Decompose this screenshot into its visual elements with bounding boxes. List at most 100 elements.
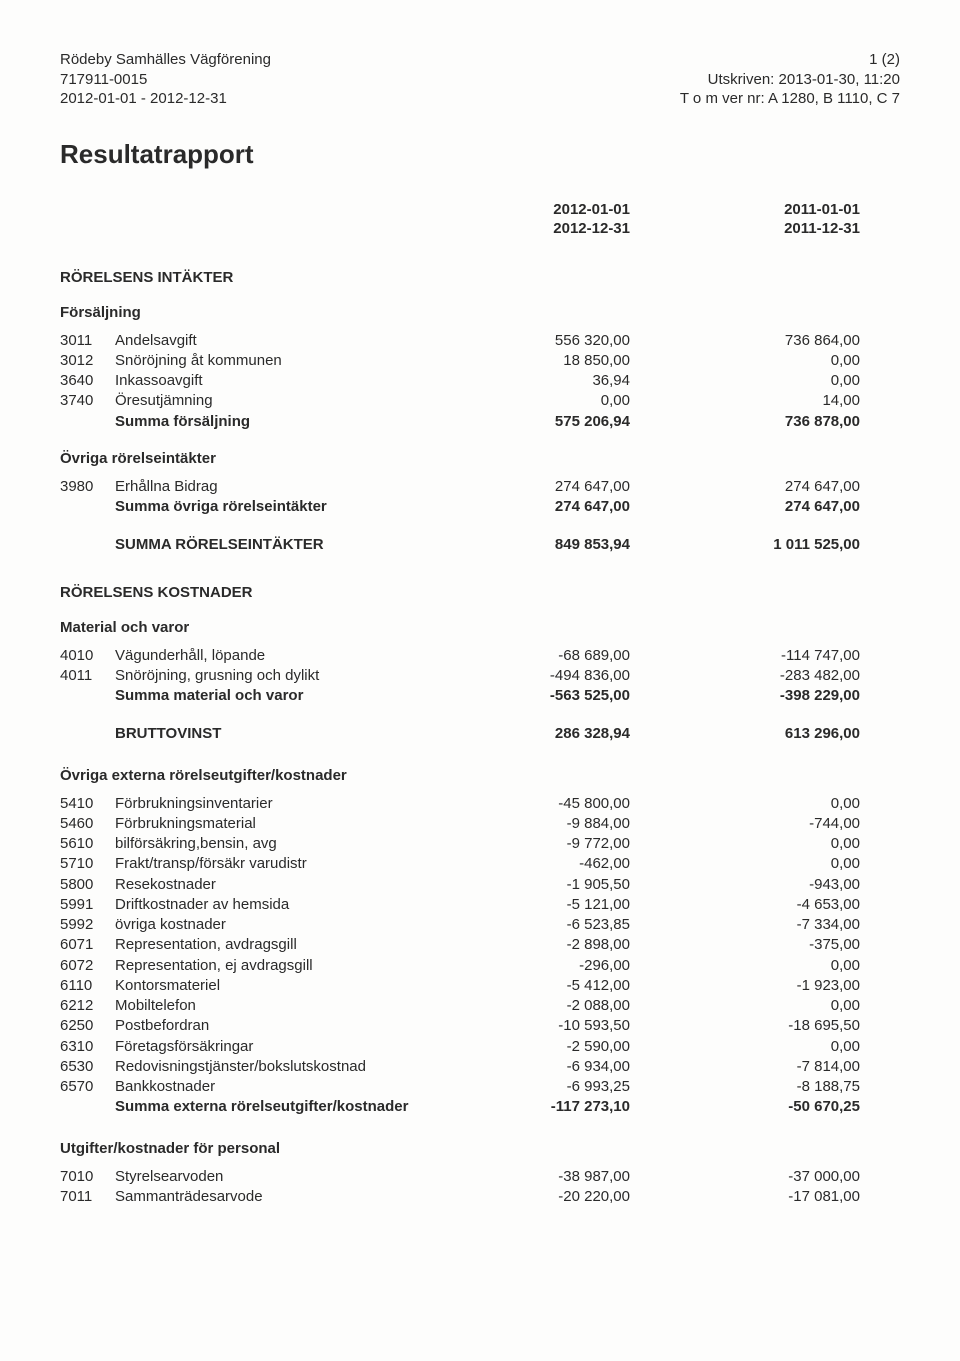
previous-value: -744,00 (670, 814, 900, 834)
period-columns-header: 2012-01-01 2012-12-31 2011-01-01 2011-12… (60, 200, 900, 239)
account-label: Andelsavgift (115, 331, 440, 351)
previous-value: -8 188,75 (670, 1077, 900, 1097)
header-left: Rödeby Samhälles Vägförening 717911-0015… (60, 50, 271, 109)
previous-value: -943,00 (670, 875, 900, 895)
account-label: Snöröjning, grusning och dylikt (115, 666, 440, 686)
account-label: Redovisningstjänster/bokslutskostnad (115, 1057, 440, 1077)
account-label: Driftkostnader av hemsida (115, 895, 440, 915)
account-code: 4011 (60, 666, 115, 686)
ovriga-ext-row: 6250Postbefordran-10 593,50-18 695,50 (60, 1016, 900, 1036)
ovriga-ext-row: 5410Förbrukningsinventarier-45 800,000,0… (60, 794, 900, 814)
ovriga-ext-row: 5800Resekostnader-1 905,50-943,00 (60, 875, 900, 895)
sum-rorelseintakter: SUMMA RÖRELSEINTÄKTER 849 853,94 1 011 5… (60, 535, 900, 555)
account-label: Representation, ej avdragsgill (115, 956, 440, 976)
sub-forsaljning: Försäljning (60, 304, 900, 321)
period-range: 2012-01-01 - 2012-12-31 (60, 89, 271, 109)
account-label: Resekostnader (115, 875, 440, 895)
previous-value: 0,00 (670, 794, 900, 814)
ovriga-ext-row: 5991Driftkostnader av hemsida-5 121,00-4… (60, 895, 900, 915)
forsaljning-row: 3640Inkassoavgift36,940,00 (60, 371, 900, 391)
ovriga-ext-row: 6212Mobiltelefon-2 088,000,00 (60, 996, 900, 1016)
account-label: Postbefordran (115, 1016, 440, 1036)
sum-material: Summa material och varor -563 525,00 -39… (60, 686, 900, 706)
current-period-header: 2012-01-01 2012-12-31 (440, 200, 670, 239)
account-label: Mobiltelefon (115, 996, 440, 1016)
printed-date: Utskriven: 2013-01-30, 11:20 (680, 70, 900, 90)
account-label: Frakt/transp/försäkr varudistr (115, 854, 440, 874)
account-label: Vägunderhåll, löpande (115, 646, 440, 666)
org-name: Rödeby Samhälles Vägförening (60, 50, 271, 70)
account-code: 3740 (60, 391, 115, 411)
account-code: 3011 (60, 331, 115, 351)
previous-value: -1 923,00 (670, 976, 900, 996)
material-row: 4010Vägunderhåll, löpande-68 689,00-114 … (60, 646, 900, 666)
account-label: Bankkostnader (115, 1077, 440, 1097)
previous-value: -37 000,00 (670, 1167, 900, 1187)
sub-material: Material och varor (60, 619, 900, 636)
ovriga-ext-row: 6310Företagsförsäkringar-2 590,000,00 (60, 1037, 900, 1057)
previous-value: 274 647,00 (670, 477, 900, 497)
section-intakter: RÖRELSENS INTÄKTER (60, 269, 900, 286)
account-label: Företagsförsäkringar (115, 1037, 440, 1057)
account-code: 3980 (60, 477, 115, 497)
account-code: 6570 (60, 1077, 115, 1097)
account-label: övriga kostnader (115, 915, 440, 935)
account-code: 6310 (60, 1037, 115, 1057)
previous-value: 14,00 (670, 391, 900, 411)
account-code: 5610 (60, 834, 115, 854)
previous-value: -4 653,00 (670, 895, 900, 915)
account-code: 5991 (60, 895, 115, 915)
account-label: Styrelsearvoden (115, 1167, 440, 1187)
current-value: -10 593,50 (440, 1016, 670, 1036)
account-code: 5800 (60, 875, 115, 895)
org-number: 717911-0015 (60, 70, 271, 90)
account-code: 6212 (60, 996, 115, 1016)
current-value: 0,00 (440, 391, 670, 411)
account-label: Kontorsmateriel (115, 976, 440, 996)
account-code: 7010 (60, 1167, 115, 1187)
bruttovinst: BRUTTOVINST 286 328,94 613 296,00 (60, 724, 900, 744)
current-value: -9 772,00 (440, 834, 670, 854)
account-code: 4010 (60, 646, 115, 666)
account-label: Erhållna Bidrag (115, 477, 440, 497)
account-code: 6250 (60, 1016, 115, 1036)
personal-row: 7011Sammanträdesarvode-20 220,00-17 081,… (60, 1187, 900, 1207)
ovriga-ext-row: 5710Frakt/transp/försäkr varudistr-462,0… (60, 854, 900, 874)
current-value: 556 320,00 (440, 331, 670, 351)
current-value: -6 523,85 (440, 915, 670, 935)
account-code: 6530 (60, 1057, 115, 1077)
account-code: 5992 (60, 915, 115, 935)
current-value: -2 590,00 (440, 1037, 670, 1057)
sum-forsaljning: Summa försäljning 575 206,94 736 878,00 (60, 412, 900, 432)
ovriga-ext-row: 6110Kontorsmateriel-5 412,00-1 923,00 (60, 976, 900, 996)
account-label: Representation, avdragsgill (115, 935, 440, 955)
sum-ovriga-ext: Summa externa rörelseutgifter/kostnader … (60, 1097, 900, 1117)
sum-ovriga-intakter: Summa övriga rörelseintäkter 274 647,00 … (60, 497, 900, 517)
document-header: Rödeby Samhälles Vägförening 717911-0015… (60, 50, 900, 109)
account-code: 3640 (60, 371, 115, 391)
account-code: 5460 (60, 814, 115, 834)
personal-row: 7010Styrelsearvoden-38 987,00-37 000,00 (60, 1167, 900, 1187)
current-value: -296,00 (440, 956, 670, 976)
current-value: -20 220,00 (440, 1187, 670, 1207)
current-value: -2 898,00 (440, 935, 670, 955)
ovriga-ext-row: 6530Redovisningstjänster/bokslutskostnad… (60, 1057, 900, 1077)
previous-value: -283 482,00 (670, 666, 900, 686)
account-label: bilförsäkring,bensin, avg (115, 834, 440, 854)
current-value: -5 121,00 (440, 895, 670, 915)
sub-personal: Utgifter/kostnader för personal (60, 1140, 900, 1157)
previous-value: 0,00 (670, 956, 900, 976)
ovriga-int-row: 3980Erhållna Bidrag274 647,00274 647,00 (60, 477, 900, 497)
ovriga-ext-row: 6570Bankkostnader-6 993,25-8 188,75 (60, 1077, 900, 1097)
account-code: 6072 (60, 956, 115, 976)
current-value: -6 934,00 (440, 1057, 670, 1077)
previous-value: 0,00 (670, 371, 900, 391)
material-row: 4011Snöröjning, grusning och dylikt-494 … (60, 666, 900, 686)
previous-value: 0,00 (670, 834, 900, 854)
current-value: -462,00 (440, 854, 670, 874)
previous-value: 736 864,00 (670, 331, 900, 351)
forsaljning-row: 3740Öresutjämning0,0014,00 (60, 391, 900, 411)
ovriga-ext-row: 6072Representation, ej avdragsgill-296,0… (60, 956, 900, 976)
ovriga-ext-row: 5610bilförsäkring,bensin, avg-9 772,000,… (60, 834, 900, 854)
account-label: Snöröjning åt kommunen (115, 351, 440, 371)
